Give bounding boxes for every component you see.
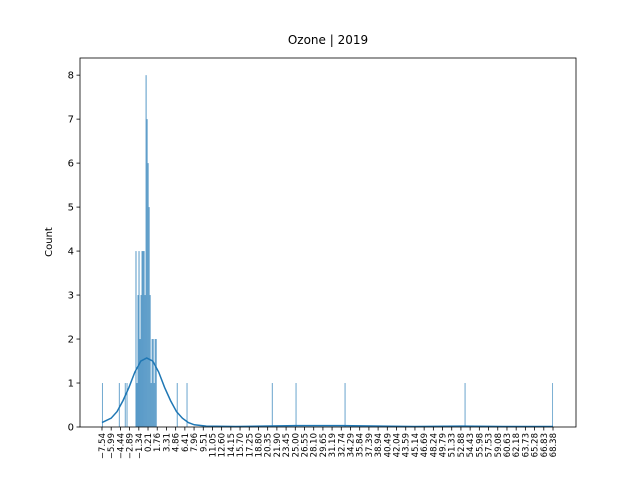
kde-line: [101, 357, 554, 428]
x-tick-label: 17.25: [245, 433, 255, 457]
x-tick-label: 38.94: [374, 433, 384, 457]
x-tick-label: 59.08: [494, 433, 504, 457]
x-tick-label: 26.55: [301, 433, 311, 457]
x-tick-label: 51.33: [448, 433, 458, 457]
x-tick-label: 11.05: [208, 433, 218, 457]
histogram-bar: [271, 383, 273, 427]
histogram-bar: [137, 295, 139, 427]
histogram-bar: [135, 251, 137, 427]
x-tick-label: 49.79: [439, 433, 449, 457]
histogram-bar: [146, 119, 148, 428]
y-tick-label: 1: [68, 379, 74, 390]
x-tick-label: 60.63: [503, 433, 513, 457]
histogram-bar: [124, 383, 126, 427]
histogram-bar: [150, 383, 152, 427]
x-tick-label: 18.80: [254, 433, 264, 457]
x-tick-label: 7.96: [190, 433, 200, 452]
x-tick-label: 29.65: [319, 433, 329, 457]
histogram-bar: [154, 339, 156, 427]
y-tick-label: 3: [68, 291, 74, 302]
x-tick-label: 0.21: [144, 433, 154, 452]
histogram-bar: [152, 339, 154, 427]
x-tick-label: 54.43: [466, 433, 476, 457]
x-tick-label: 68.38: [549, 433, 559, 457]
x-tick-label: 32.74: [337, 433, 347, 457]
x-tick-label: 28.10: [310, 433, 320, 457]
histogram-bar: [141, 251, 143, 427]
x-tick-label: 43.59: [402, 433, 412, 457]
x-tick-label: −2.89: [126, 433, 136, 459]
histogram-bar: [464, 383, 466, 427]
x-tick-label: 35.84: [356, 433, 366, 457]
x-tick-label: 6.41: [181, 433, 191, 452]
x-tick-label: 66.83: [540, 433, 550, 457]
histogram-bar: [143, 251, 145, 427]
x-tick-label: 3.31: [162, 433, 172, 452]
histogram-bar: [138, 251, 140, 427]
x-tick-label: 34.29: [346, 433, 356, 457]
x-tick-label: 48.24: [429, 433, 439, 457]
histogram-bar: [151, 339, 153, 427]
histogram-bar: [142, 251, 144, 427]
histogram-bar: [118, 383, 120, 427]
histogram-bar: [153, 383, 155, 427]
histogram-bar: [144, 295, 146, 427]
x-tick-label: 21.90: [273, 433, 283, 457]
x-tick-label: 65.28: [531, 433, 541, 457]
x-tick-label: −7.54: [98, 433, 108, 459]
y-tick-label: 7: [68, 115, 74, 126]
plot-frame: [79, 57, 577, 428]
x-tick-label: 45.14: [411, 433, 421, 457]
histogram-bar: [148, 207, 150, 427]
x-tick-label: 25.00: [291, 433, 301, 457]
x-tick-label: 4.86: [172, 433, 182, 452]
x-tick-label: 57.53: [485, 433, 495, 457]
x-tick-label: −4.44: [116, 433, 126, 459]
x-tick-label: 46.69: [420, 433, 430, 457]
histogram-bar: [101, 383, 103, 427]
x-tick-label: 62.18: [512, 433, 522, 457]
y-tick-label: 8: [68, 71, 74, 82]
x-tick-label: 31.19: [328, 433, 338, 457]
x-tick-label: −1.34: [135, 433, 145, 459]
x-tick-label: 37.39: [365, 433, 375, 457]
x-tick-label: 42.04: [393, 433, 403, 457]
y-tick-label: 4: [68, 247, 74, 258]
x-tick-label: 20.35: [264, 433, 274, 457]
histogram-bar: [126, 383, 128, 427]
x-tick-label: 9.51: [199, 433, 209, 452]
y-axis-label: Count: [44, 227, 55, 257]
histogram-bar: [155, 339, 157, 427]
histogram-bar: [344, 383, 346, 427]
histogram-bar: [149, 295, 151, 427]
histogram-bar: [145, 75, 147, 428]
y-tick-label: 0: [68, 423, 74, 434]
x-tick-label: 52.88: [457, 433, 467, 457]
x-tick-label: 12.60: [218, 433, 228, 457]
histogram-bar: [147, 163, 149, 427]
x-tick-label: 23.45: [282, 433, 292, 457]
histogram-bar: [136, 383, 138, 427]
histogram-bar: [176, 383, 178, 427]
histogram-bar: [295, 383, 297, 427]
histogram-bar: [552, 383, 554, 427]
histogram-bar: [186, 383, 188, 427]
y-tick-label: 6: [68, 159, 74, 170]
chart-title: Ozone | 2019: [288, 33, 368, 47]
x-tick-label: 55.98: [475, 433, 485, 457]
x-tick-label: 15.70: [236, 433, 246, 457]
y-tick-label: 2: [68, 335, 74, 346]
x-tick-label: 40.49: [383, 433, 393, 457]
y-tick-label: 5: [68, 203, 74, 214]
x-tick-label: 63.73: [521, 433, 531, 457]
x-tick-label: 1.76: [153, 433, 163, 452]
histogram-bar: [139, 339, 141, 427]
x-tick-label: −5.99: [107, 433, 117, 459]
x-tick-label: 14.15: [227, 433, 237, 457]
